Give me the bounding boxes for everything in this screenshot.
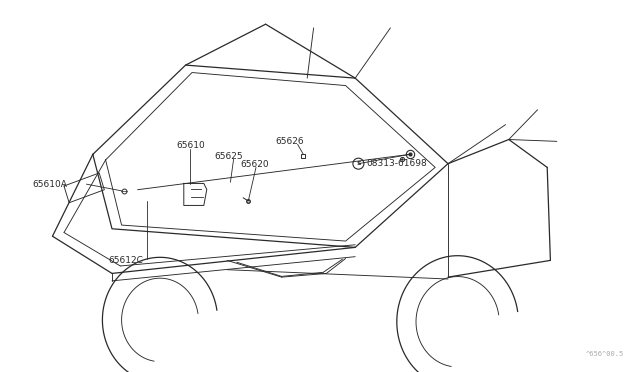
Text: 65626: 65626 (275, 137, 304, 146)
Text: 65620: 65620 (240, 160, 269, 169)
Text: ^656^00.5: ^656^00.5 (586, 351, 624, 357)
Text: S: S (356, 161, 361, 166)
Text: 08313-61698: 08313-61698 (367, 159, 427, 168)
Text: 65610: 65610 (176, 141, 205, 150)
Text: 65625: 65625 (214, 152, 243, 161)
Text: 65610A: 65610A (32, 180, 67, 189)
Text: 65612C: 65612C (109, 256, 143, 265)
